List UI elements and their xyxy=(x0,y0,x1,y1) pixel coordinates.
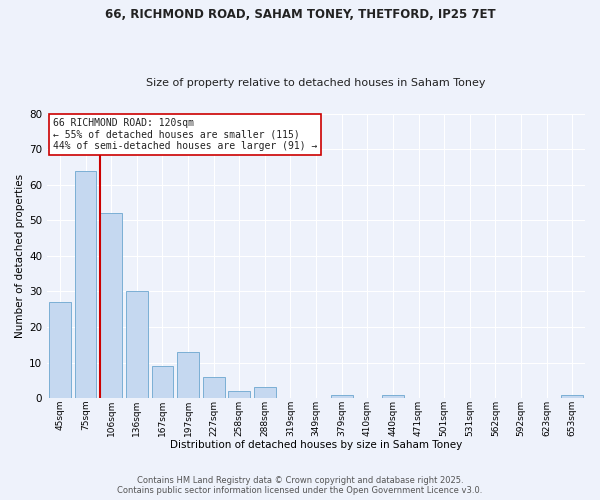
Bar xyxy=(229,391,250,398)
Text: 66 RICHMOND ROAD: 120sqm
← 55% of detached houses are smaller (115)
44% of semi-: 66 RICHMOND ROAD: 120sqm ← 55% of detach… xyxy=(53,118,317,151)
Bar xyxy=(74,170,97,398)
Bar xyxy=(177,352,199,398)
Bar xyxy=(49,302,71,398)
Bar xyxy=(382,394,404,398)
Bar xyxy=(254,388,276,398)
Text: Contains HM Land Registry data © Crown copyright and database right 2025.
Contai: Contains HM Land Registry data © Crown c… xyxy=(118,476,482,495)
Bar xyxy=(562,394,583,398)
Y-axis label: Number of detached properties: Number of detached properties xyxy=(15,174,25,338)
Bar xyxy=(152,366,173,398)
Title: Size of property relative to detached houses in Saham Toney: Size of property relative to detached ho… xyxy=(146,78,486,88)
Bar xyxy=(331,394,353,398)
X-axis label: Distribution of detached houses by size in Saham Toney: Distribution of detached houses by size … xyxy=(170,440,462,450)
Bar xyxy=(126,292,148,398)
Bar xyxy=(203,376,224,398)
Bar xyxy=(100,214,122,398)
Text: 66, RICHMOND ROAD, SAHAM TONEY, THETFORD, IP25 7ET: 66, RICHMOND ROAD, SAHAM TONEY, THETFORD… xyxy=(104,8,496,20)
